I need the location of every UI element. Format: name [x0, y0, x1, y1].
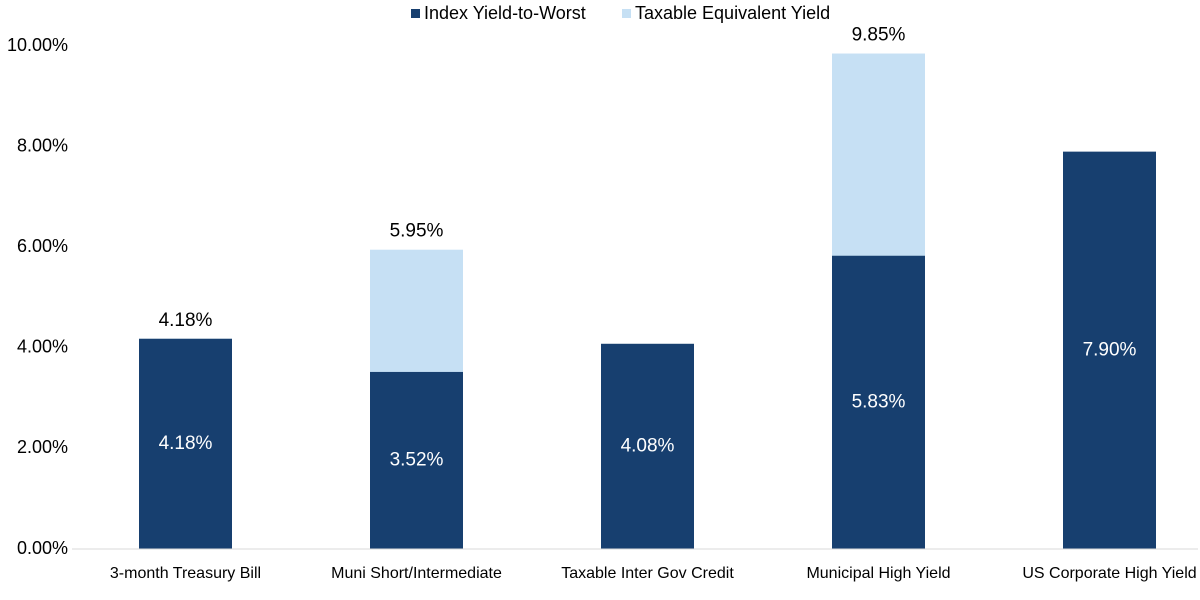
bar: [370, 371, 463, 549]
bar: [832, 255, 925, 549]
data-label: 4.18%: [159, 433, 213, 454]
x-tick-label: Muni Short/Intermediate: [331, 565, 502, 582]
data-label: 9.85%: [852, 25, 906, 46]
y-tick-label: 0.00%: [17, 538, 68, 558]
y-tick-label: 6.00%: [17, 236, 68, 256]
legend-label: Index Yield-to-Worst: [424, 3, 586, 23]
x-tick-label: 3-month Treasury Bill: [110, 565, 261, 582]
bar: [601, 343, 694, 549]
y-tick-label: 4.00%: [17, 337, 68, 357]
bar: [139, 338, 232, 549]
data-label: 7.90%: [1083, 339, 1137, 360]
x-tick-label: US Corporate High Yield: [1022, 565, 1196, 582]
legend-swatch: [622, 9, 631, 18]
x-tick-label: Taxable Inter Gov Credit: [561, 565, 734, 582]
legend-label: Taxable Equivalent Yield: [635, 3, 830, 23]
x-tick-label: Municipal High Yield: [806, 565, 950, 582]
bar: [1063, 151, 1156, 549]
y-tick-label: 8.00%: [17, 135, 68, 155]
data-label: 4.08%: [621, 435, 675, 456]
y-tick-label: 10.00%: [7, 35, 68, 55]
legend-swatch: [411, 9, 420, 18]
data-label: 4.18%: [159, 310, 213, 331]
y-tick-label: 2.00%: [17, 437, 68, 457]
data-label: 5.95%: [390, 221, 444, 242]
data-label: 3.52%: [390, 449, 444, 470]
data-label: 5.83%: [852, 391, 906, 412]
